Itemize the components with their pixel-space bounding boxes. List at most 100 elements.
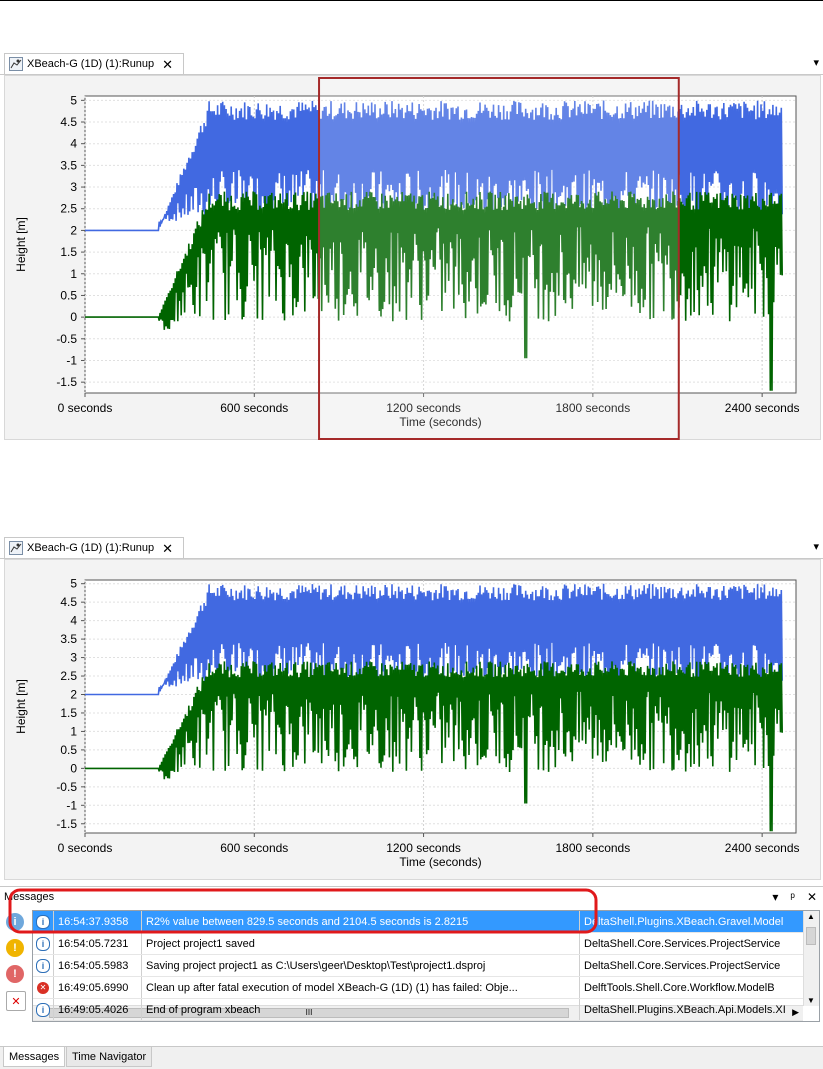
x-tick-label: 0 seconds <box>58 841 113 855</box>
x-tick-label: 1200 seconds <box>386 401 461 415</box>
runup-chart-2: 5 4.5 4 3.5 3 2.5 2 1.5 1 0.5 0 -0.5 -1 -1.5 0 seconds… <box>4 559 821 880</box>
annotation-overlay <box>8 888 598 934</box>
close-tab-icon[interactable]: ✕ <box>162 56 174 72</box>
vertical-scroll-thumb[interactable] <box>806 927 816 945</box>
info-icon: i <box>36 958 50 973</box>
warning-filter-icon[interactable]: ! <box>6 939 24 957</box>
message-row[interactable]: i 16:54:05.7231 Project project1 saved Delt… <box>33 933 803 955</box>
x-tick-label: 2400 seconds <box>725 841 800 855</box>
y-tick-label: 2.5 <box>60 669 77 683</box>
tab-list-caret-icon[interactable]: ▾ <box>813 57 819 69</box>
messages-header: Messages ▾ ᵖ ✕ <box>0 886 823 909</box>
series-line-1 <box>85 583 783 696</box>
info-icon: i <box>36 936 50 951</box>
message-time: 16:49:05.6990 <box>53 977 141 998</box>
y-tick-label: 5 <box>70 577 77 591</box>
y-tick-label: 4.5 <box>60 595 77 609</box>
message-time: 16:54:05.7231 <box>53 933 141 954</box>
x-axis-label: Time (seconds) <box>399 415 481 429</box>
tab-time-navigator[interactable]: Time Navigator <box>66 1047 153 1067</box>
y-tick-label: 3 <box>70 180 77 194</box>
message-text: Project project1 saved <box>141 933 579 954</box>
y-tick-label: 0 <box>70 310 77 324</box>
y-tick-label: 3.5 <box>60 632 77 646</box>
y-tick-label: -1 <box>66 798 77 812</box>
x-tick-label: 600 seconds <box>220 841 288 855</box>
message-time: 16:54:05.5983 <box>53 955 141 976</box>
x-tick-label: 1800 seconds <box>555 401 630 415</box>
message-level-cell: i <box>33 914 53 929</box>
document-tabstrip: XBeach-G (1D) (1):Runup ✕ ▾ <box>0 52 823 75</box>
message-source: DeltaShell.Plugins.XBeach.Gravel.Model <box>579 911 803 932</box>
message-filter-toolbar: i ! ! ✕ <box>6 910 28 1060</box>
message-level-cell: i <box>33 1002 53 1017</box>
vertical-scrollbar[interactable]: ▲ ▼ <box>803 911 819 1006</box>
x-tick-label: 2400 seconds <box>725 401 800 415</box>
close-tab-icon[interactable]: ✕ <box>162 540 174 556</box>
y-tick-label: 4.5 <box>60 115 77 129</box>
runup-chart: 5 4.5 4 3.5 3 2.5 2 1.5 1 0.5 0 -0.5 -1 -1.5 0 seconds… <box>4 75 821 440</box>
x-axis-label: Time (seconds) <box>399 855 481 869</box>
y-tick-label: 3.5 <box>60 158 77 172</box>
message-text: R2% value between 829.5 seconds and 2104… <box>141 911 579 932</box>
message-level-cell: i <box>33 958 53 973</box>
x-tick-label: 1200 seconds <box>386 841 461 855</box>
info-icon: i <box>36 1002 50 1017</box>
message-row[interactable]: i 16:49:05.4026 End of program xbeach Delta… <box>33 999 803 1021</box>
message-source: DeltaShell.Core.Services.ProjectService <box>579 933 803 954</box>
message-time: 16:54:37.9358 <box>53 911 141 932</box>
runup-chart-icon <box>9 57 23 71</box>
clear-messages-icon[interactable]: ✕ <box>6 991 26 1011</box>
y-tick-label: -1 <box>66 353 77 367</box>
x-tick-label: 0 seconds <box>58 401 113 415</box>
y-tick-label: -0.5 <box>56 780 77 794</box>
runup-chart-icon <box>9 541 23 555</box>
chart-panel-top: XBeach-G (1D) (1):Runup ✕ ▾ 5 4.5 4 3.5 3 2.5… <box>0 52 823 440</box>
y-tick-label: 4 <box>70 137 77 151</box>
x-tick-label: 1800 seconds <box>555 841 630 855</box>
message-text: Clean up after fatal execution of model … <box>141 977 579 998</box>
y-tick-label: -1.5 <box>56 817 77 831</box>
document-tab-title: XBeach-G (1D) (1):Runup <box>27 58 155 70</box>
y-tick-label: -1.5 <box>56 375 77 389</box>
document-tab-2[interactable]: XBeach-G (1D) (1):Runup ✕ <box>4 537 185 558</box>
runup-chart-svg-2: 5 4.5 4 3.5 3 2.5 2 1.5 1 0.5 0 -0.5 -1 -1.5 0 seconds… <box>14 577 800 869</box>
message-highlight-box <box>8 888 598 934</box>
y-tick-label: 3 <box>70 651 77 665</box>
series-line-2 <box>85 661 783 832</box>
message-time: 16:49:05.4026 <box>53 999 141 1020</box>
message-level-cell: i <box>33 936 53 951</box>
error-icon: ✕ <box>37 981 49 994</box>
selection-highlight-box <box>318 77 680 440</box>
bottom-tabstrip: Messages Time Navigator <box>0 1046 823 1069</box>
panel-menu-caret-icon[interactable]: ▾ <box>772 890 779 904</box>
y-tick-label: 2 <box>70 223 77 237</box>
document-tab-title: XBeach-G (1D) (1):Runup <box>27 542 155 554</box>
y-tick-label: 2.5 <box>60 202 77 216</box>
y-tick-label: 1 <box>70 267 77 281</box>
y-axis-label: Height [m] <box>14 679 28 734</box>
message-row[interactable]: i 16:54:05.5983 Saving project project1 as… <box>33 955 803 977</box>
message-source: DelftTools.Shell.Core.Workflow.ModelB <box>579 977 803 998</box>
y-tick-label: 4 <box>70 614 77 628</box>
chart-panel-bottom: XBeach-G (1D) (1):Runup ✕ ▾ 5 4.5 4 3.5 3 2.5… <box>0 536 823 880</box>
message-level-cell: ✕ <box>33 981 53 994</box>
message-row[interactable]: i 16:54:37.9358 R2% value between 829.5 se… <box>33 911 803 933</box>
document-tabstrip-2: XBeach-G (1D) (1):Runup ✕ ▾ <box>0 536 823 559</box>
x-tick-label: 600 seconds <box>220 401 288 415</box>
error-filter-icon[interactable]: ! <box>6 965 24 983</box>
message-source: DeltaShell.Plugins.XBeach.Api.Models.XI <box>579 999 803 1020</box>
document-tab[interactable]: XBeach-G (1D) (1):Runup ✕ <box>4 53 185 74</box>
y-tick-label: 1 <box>70 724 77 738</box>
runup-chart-svg: 5 4.5 4 3.5 3 2.5 2 1.5 1 0.5 0 -0.5 -1 -1.5 0 seconds… <box>14 77 800 440</box>
y-tick-label: -0.5 <box>56 332 77 346</box>
message-row[interactable]: ✕ 16:49:05.6990 Clean up after fatal execu… <box>33 977 803 999</box>
message-text: End of program xbeach <box>141 999 579 1020</box>
y-tick-label: 0.5 <box>60 743 77 757</box>
pin-icon[interactable]: ᵖ <box>790 890 795 904</box>
close-panel-icon[interactable]: ✕ <box>806 890 817 904</box>
y-axis-label: Height [m] <box>14 217 28 272</box>
tab-list-caret-icon[interactable]: ▾ <box>813 541 819 553</box>
tab-messages[interactable]: Messages <box>3 1047 66 1067</box>
